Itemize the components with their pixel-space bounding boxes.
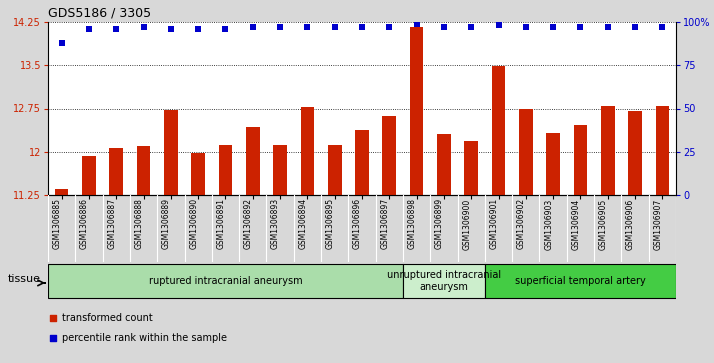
Text: GSM1306885: GSM1306885 <box>53 198 61 249</box>
Point <box>575 24 586 30</box>
Point <box>629 24 640 30</box>
Bar <box>485 264 676 298</box>
Point <box>520 24 531 30</box>
Bar <box>628 111 642 195</box>
Text: GSM1306892: GSM1306892 <box>243 198 253 249</box>
Point <box>138 24 149 30</box>
Bar <box>55 189 69 195</box>
Text: GSM1306890: GSM1306890 <box>189 198 198 249</box>
Bar <box>601 106 615 195</box>
Text: GSM1306889: GSM1306889 <box>162 198 171 249</box>
Bar <box>191 154 205 195</box>
Text: GSM1306896: GSM1306896 <box>353 198 362 249</box>
Point <box>47 335 59 341</box>
Text: GSM1306907: GSM1306907 <box>653 198 663 250</box>
Text: superficial temporal artery: superficial temporal artery <box>515 276 645 286</box>
Bar <box>464 141 478 195</box>
Point <box>383 24 395 30</box>
Text: GSM1306894: GSM1306894 <box>298 198 308 249</box>
Bar <box>546 133 560 195</box>
Bar <box>109 148 123 195</box>
Bar <box>492 66 506 195</box>
Point <box>356 24 368 30</box>
Point <box>56 40 67 46</box>
Text: GSM1306903: GSM1306903 <box>544 198 553 250</box>
Point <box>493 23 504 28</box>
Text: GDS5186 / 3305: GDS5186 / 3305 <box>48 7 151 20</box>
Point <box>302 24 313 30</box>
Text: GSM1306901: GSM1306901 <box>490 198 498 249</box>
Point <box>47 315 59 321</box>
Point <box>274 24 286 30</box>
Bar <box>519 109 533 195</box>
Text: GSM1306888: GSM1306888 <box>134 198 144 249</box>
Point <box>220 26 231 32</box>
Text: GSM1306893: GSM1306893 <box>271 198 280 249</box>
Text: GSM1306899: GSM1306899 <box>435 198 444 249</box>
Bar <box>218 145 232 195</box>
Bar <box>137 146 151 195</box>
Bar <box>328 145 341 195</box>
Text: percentile rank within the sample: percentile rank within the sample <box>62 333 227 343</box>
Bar <box>383 116 396 195</box>
Bar <box>273 145 287 195</box>
Point <box>111 26 122 32</box>
Text: GSM1306897: GSM1306897 <box>381 198 389 249</box>
Point <box>165 26 176 32</box>
Bar <box>403 264 485 298</box>
Bar <box>246 127 260 195</box>
Text: GSM1306900: GSM1306900 <box>462 198 471 250</box>
Text: tissue: tissue <box>8 274 41 284</box>
Bar <box>655 106 669 195</box>
Text: transformed count: transformed count <box>62 313 153 323</box>
Point <box>193 26 204 32</box>
Bar <box>437 134 451 195</box>
Text: GSM1306891: GSM1306891 <box>216 198 226 249</box>
Point <box>548 24 559 30</box>
Bar <box>164 110 178 195</box>
Bar <box>355 130 369 195</box>
Text: GSM1306906: GSM1306906 <box>626 198 635 250</box>
Point <box>602 24 613 30</box>
Text: GSM1306887: GSM1306887 <box>107 198 116 249</box>
Bar <box>82 156 96 195</box>
Text: GSM1306905: GSM1306905 <box>599 198 608 250</box>
Bar <box>573 125 587 195</box>
Text: GSM1306895: GSM1306895 <box>326 198 335 249</box>
Point <box>438 24 450 30</box>
Point <box>247 24 258 30</box>
Bar <box>301 107 314 195</box>
Point <box>657 24 668 30</box>
Point <box>84 26 95 32</box>
Bar <box>48 264 403 298</box>
Point <box>329 24 341 30</box>
Text: ruptured intracranial aneurysm: ruptured intracranial aneurysm <box>149 276 302 286</box>
Text: GSM1306898: GSM1306898 <box>408 198 416 249</box>
Bar <box>410 26 423 195</box>
Point <box>411 21 422 26</box>
Point <box>466 24 477 30</box>
Text: GSM1306902: GSM1306902 <box>517 198 526 249</box>
Text: unruptured intracranial
aneurysm: unruptured intracranial aneurysm <box>387 270 501 292</box>
Text: GSM1306886: GSM1306886 <box>80 198 89 249</box>
Text: GSM1306904: GSM1306904 <box>571 198 580 250</box>
